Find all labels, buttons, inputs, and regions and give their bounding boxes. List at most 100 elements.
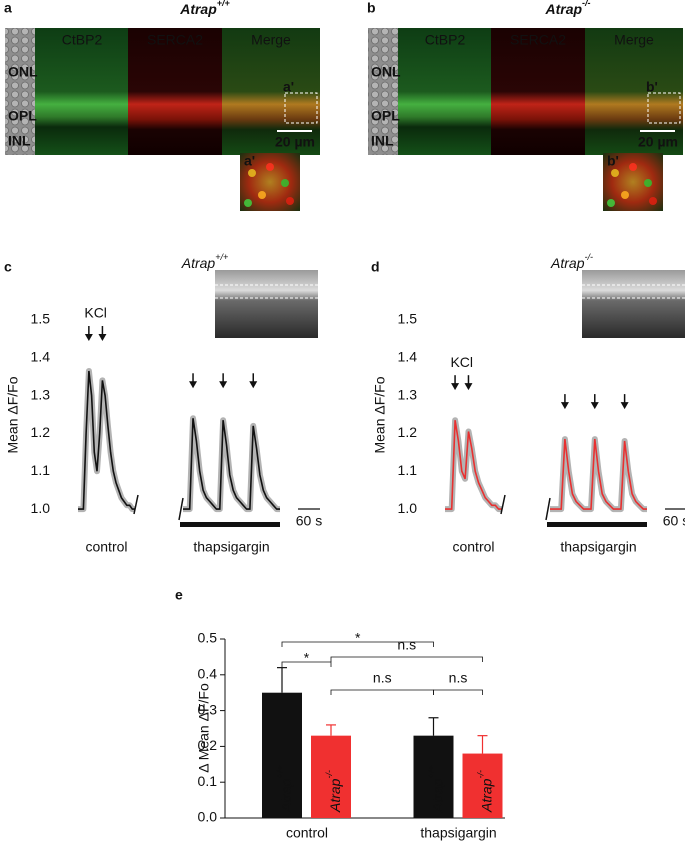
zoom-box	[284, 92, 318, 124]
bar-series-label: Atrap-/-	[324, 770, 342, 813]
stimulus-arrowhead	[451, 383, 460, 391]
bar	[462, 753, 503, 818]
panel-title-text: Atrap	[550, 255, 585, 271]
panel-letter: d	[371, 259, 380, 275]
calcium-image	[582, 270, 685, 338]
y-tick-label: 0.5	[198, 630, 218, 646]
inset-puncta	[629, 163, 637, 171]
inset-puncta	[649, 197, 657, 205]
axis-break	[133, 494, 139, 515]
y-tick-label: 1.0	[31, 500, 51, 516]
panel-title-sup: -/-	[582, 0, 591, 8]
zoom-box-label: b'	[646, 79, 658, 95]
panel-title-sup: +/+	[217, 0, 231, 8]
layer-label: INL	[8, 133, 31, 149]
inset-label: b'	[607, 153, 619, 169]
y-axis-label: Δ Mean ΔF/Fo	[196, 683, 212, 773]
channel-label: Merge	[614, 32, 654, 48]
panel-letter: b	[367, 0, 376, 16]
green-channel-image	[398, 28, 491, 155]
layer-label: ONL	[371, 64, 401, 80]
panel-letter: a	[4, 0, 12, 16]
layer-label: OPL	[8, 108, 37, 124]
y-tick-label: 1.1	[31, 462, 51, 478]
stimulus-label: KCl	[450, 354, 473, 370]
y-tick-label: 1.4	[31, 348, 51, 364]
trace-line	[550, 439, 647, 510]
y-tick-label: 1.2	[398, 424, 418, 440]
y-tick-label: 0.1	[198, 773, 218, 789]
layer-label: ONL	[8, 64, 38, 80]
inset-puncta	[266, 163, 274, 171]
merge-image	[585, 28, 683, 155]
y-tick-label: 1.5	[398, 311, 418, 327]
panel-title-sup: -/-	[584, 252, 593, 262]
bar	[311, 735, 351, 818]
y-tick-label: 0.3	[198, 701, 218, 717]
brightfield-image	[368, 28, 398, 155]
x-tick-label: thapsigargin	[420, 825, 496, 841]
red-channel-image	[491, 28, 585, 155]
stimulus-arrowhead	[464, 383, 473, 391]
significance-bracket	[433, 689, 483, 695]
panel-title: Atrap-/-	[550, 252, 593, 270]
inset-puncta	[644, 179, 652, 187]
stimulus-arrowhead	[84, 333, 93, 341]
time-scale-label: 60 s	[296, 513, 322, 529]
bar-series-label-text: Atrap	[278, 778, 294, 813]
panel-title: Atrap-/-	[544, 0, 590, 17]
y-tick-label: 1.0	[398, 500, 418, 516]
layer-label: OPL	[371, 108, 400, 124]
channel-label: CtBP2	[62, 32, 103, 48]
merge-image	[222, 28, 320, 155]
significance-label: n.s	[397, 637, 416, 653]
y-tick-label: 0.0	[198, 809, 218, 825]
trace-line	[445, 420, 502, 510]
time-scale-label: 60 s	[663, 513, 685, 529]
condition-label: control	[85, 539, 127, 555]
condition-label: thapsigargin	[193, 539, 269, 555]
y-tick-label: 0.2	[198, 737, 218, 753]
trace-line	[183, 418, 280, 510]
bar-series-label-sup: -/-	[324, 770, 334, 779]
y-tick-label: 1.1	[398, 462, 418, 478]
panel-title: Atrap+/+	[181, 252, 228, 270]
panel-title: Atrap+/+	[179, 0, 230, 17]
green-channel-image	[35, 28, 128, 155]
stimulus-label: KCl	[84, 305, 107, 321]
panel-title-sup: +/+	[215, 252, 228, 262]
inset-puncta	[607, 199, 615, 207]
axis-break	[500, 494, 506, 515]
treatment-bar	[547, 522, 647, 527]
inset-puncta	[281, 179, 289, 187]
scale-bar-label: 20 µm	[638, 134, 678, 150]
panel-title-text: Atrap	[544, 1, 582, 17]
stimulus-arrowhead	[98, 333, 107, 341]
inset-puncta	[248, 169, 256, 177]
trace-line	[78, 370, 135, 510]
bar-series-label: Atrap-/-	[476, 770, 494, 813]
panel-letter: c	[4, 259, 12, 275]
treatment-bar	[180, 522, 280, 527]
brightfield-image	[5, 28, 35, 155]
channel-label: SERCA2	[510, 32, 566, 48]
panel-title-text: Atrap	[181, 255, 216, 271]
inset-puncta	[621, 191, 629, 199]
significance-label: *	[304, 650, 310, 666]
stimulus-arrowhead	[189, 381, 198, 389]
red-channel-image	[128, 28, 222, 155]
panel-letter: e	[175, 587, 183, 603]
bar-series-label-sup: +/+	[427, 766, 437, 779]
bar-series-label-sup: -/-	[476, 770, 486, 779]
inset-puncta	[244, 199, 252, 207]
inset-puncta	[258, 191, 266, 199]
stimulus-arrowhead	[590, 402, 599, 410]
condition-label: control	[452, 539, 494, 555]
bar-series-label-text: Atrap	[429, 778, 445, 813]
calcium-image	[215, 270, 318, 338]
panel-title-text: Atrap	[179, 1, 217, 17]
channel-label: Merge	[251, 32, 291, 48]
y-tick-label: 0.4	[198, 666, 218, 682]
